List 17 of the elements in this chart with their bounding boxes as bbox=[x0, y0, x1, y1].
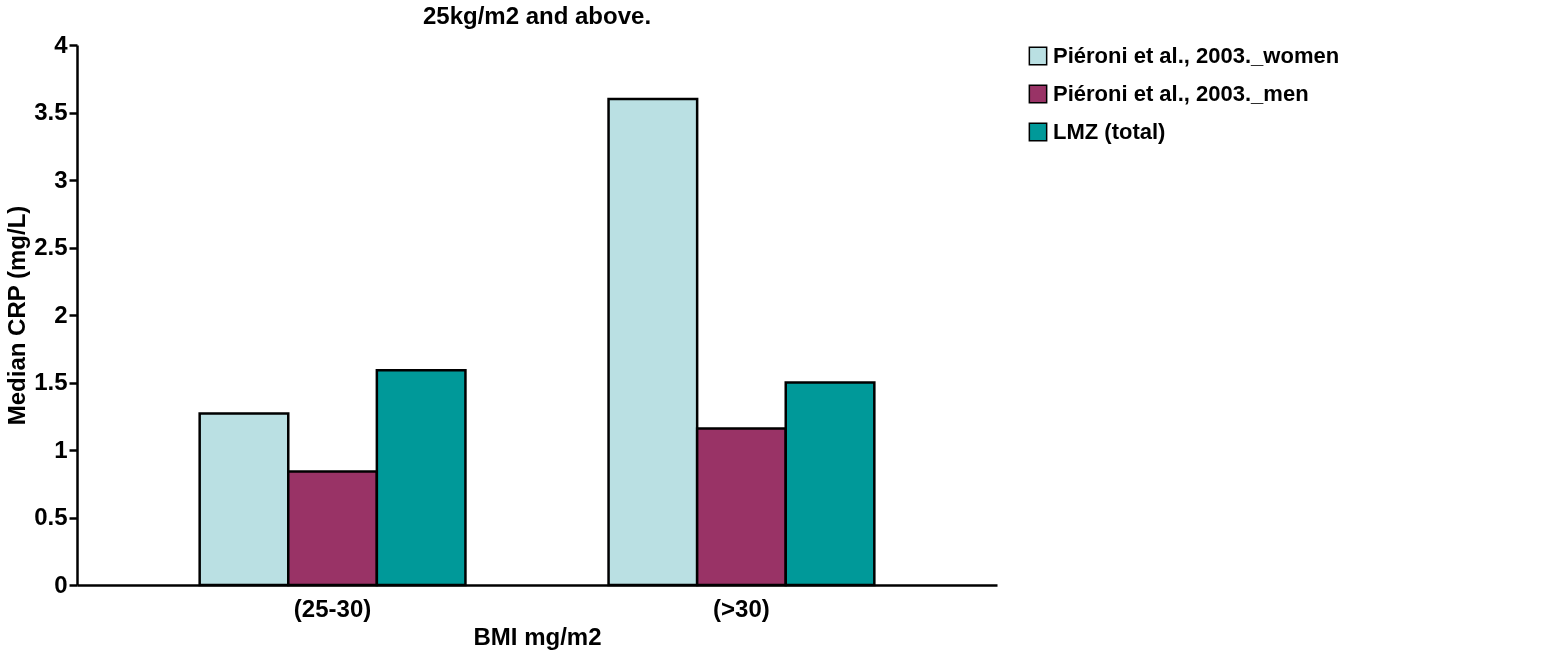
y-tick-label: 0.5 bbox=[34, 503, 68, 530]
y-tick-label: 1 bbox=[54, 435, 68, 463]
legend-label: LMZ (total) bbox=[1053, 119, 1166, 144]
y-axis-title: Median CRP (mg/L) bbox=[3, 205, 31, 426]
y-tick-label: 2 bbox=[54, 300, 68, 328]
x-tick-label: (25-30) bbox=[293, 594, 372, 622]
legend-label: Piéroni et al., 2003._women bbox=[1053, 43, 1340, 68]
y-tick-label: 2.5 bbox=[34, 233, 68, 260]
y-tick-label: 3 bbox=[54, 165, 68, 193]
chart-title: 25kg/m2 and above. bbox=[422, 2, 652, 29]
legend-label: Piéroni et al., 2003._men bbox=[1053, 81, 1309, 106]
x-axis-title: BMI mg/m2 bbox=[473, 622, 602, 650]
y-tick-label: 4 bbox=[54, 30, 69, 58]
y-tick-label: 1.5 bbox=[34, 368, 68, 395]
x-tick-label: (>30) bbox=[713, 594, 770, 622]
y-tick-label: 3.5 bbox=[34, 98, 68, 125]
y-tick-label: 0 bbox=[54, 570, 68, 598]
